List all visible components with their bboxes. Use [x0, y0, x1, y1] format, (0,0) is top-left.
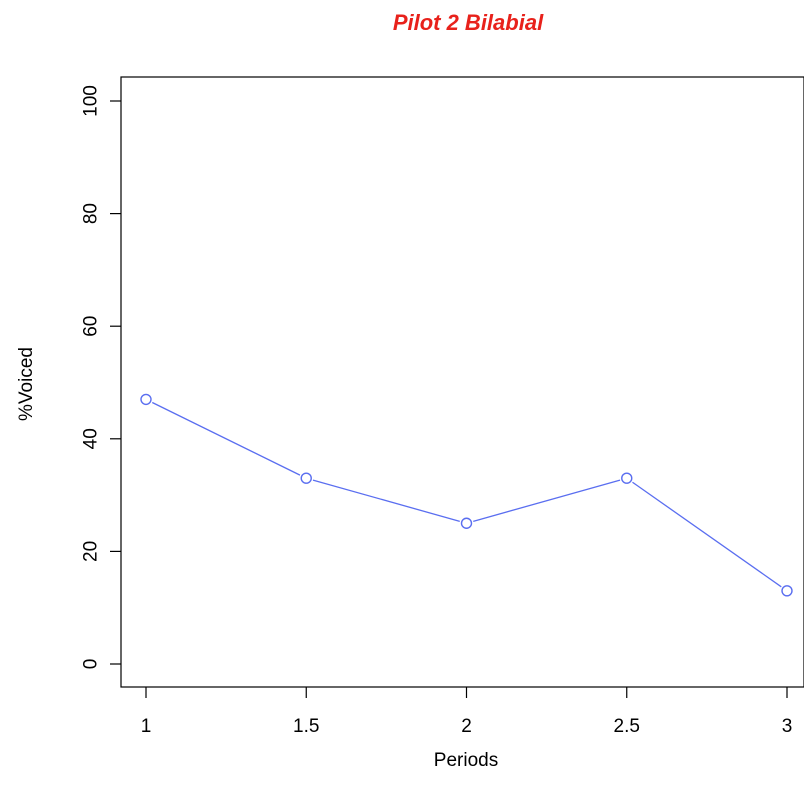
- data-point: [140, 393, 152, 406]
- y-tick-label: 80: [81, 203, 102, 224]
- x-tick-label: 2: [461, 716, 472, 737]
- x-axis-label: Periods: [434, 750, 498, 771]
- y-tick-label: 40: [81, 428, 102, 449]
- y-axis-label: %Voiced: [16, 347, 37, 421]
- y-tick-label: 100: [81, 85, 102, 117]
- series-line-segment: [151, 401, 301, 476]
- series-layer: [140, 393, 793, 597]
- chart-title: Pilot 2 Bilabial: [393, 10, 544, 35]
- y-tick-label: 20: [81, 541, 102, 562]
- x-tick-label: 1.5: [293, 716, 319, 737]
- x-tick-label: 1: [141, 716, 152, 737]
- series-line-segment: [473, 479, 621, 522]
- data-point: [300, 472, 312, 484]
- y-tick-label: 60: [81, 316, 102, 337]
- x-tick-label: 3: [782, 716, 793, 737]
- series-line-segment: [312, 479, 460, 522]
- x-tick-label: 2.5: [614, 716, 640, 737]
- data-point: [460, 517, 473, 529]
- plot-box: [120, 76, 804, 688]
- x-axis: 1 1.5 2 2.5 3: [141, 687, 793, 737]
- series-line-segment: [632, 481, 782, 588]
- data-point: [621, 472, 633, 484]
- y-axis: 0 20 40 60 80 100: [81, 85, 121, 669]
- data-point: [781, 585, 793, 597]
- y-tick-label: 0: [81, 659, 102, 670]
